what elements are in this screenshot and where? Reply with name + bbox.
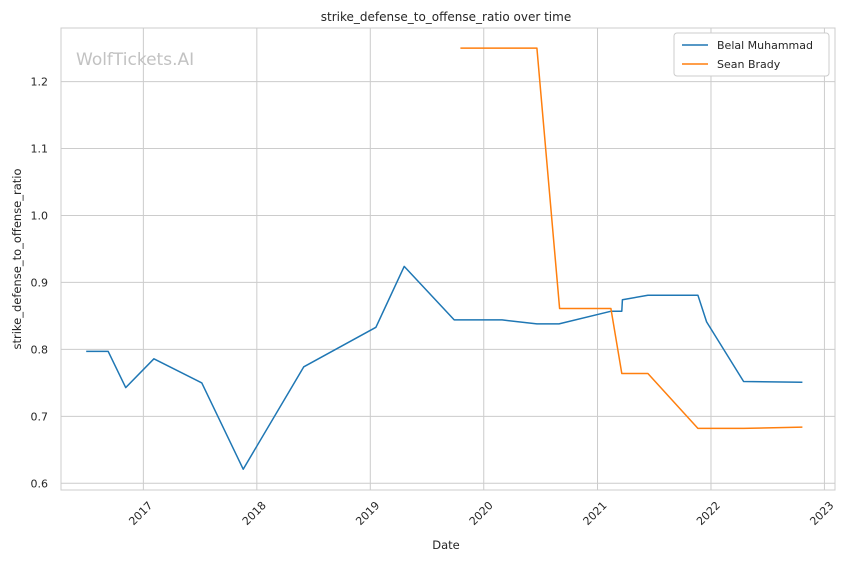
x-tick-label: 2022 xyxy=(694,499,723,528)
watermark: WolfTickets.AI xyxy=(76,50,194,70)
y-axis-title: strike_defense_to_offense_ratio xyxy=(10,168,24,349)
x-tick-label: 2020 xyxy=(467,499,496,528)
x-tick-label: 2021 xyxy=(581,499,610,528)
legend: Belal Muhammad Sean Brady xyxy=(673,32,830,77)
legend-label-sean-brady: Sean Brady xyxy=(717,58,781,71)
plot-area xyxy=(60,27,836,491)
series-lines xyxy=(86,47,803,470)
y-tick-label: 0.9 xyxy=(31,276,49,289)
series-line-sean-brady xyxy=(460,47,803,430)
series-line-belal-muhammad xyxy=(86,265,803,470)
x-tick-label: 2018 xyxy=(240,499,269,528)
x-tick-label: 2017 xyxy=(126,499,155,528)
legend-box xyxy=(673,32,830,77)
y-tick-label: 1.2 xyxy=(31,76,49,89)
gridlines xyxy=(61,28,835,490)
y-tick-label: 1.0 xyxy=(31,209,49,222)
x-tick-label: 2023 xyxy=(807,499,836,528)
chart-title: strike_defense_to_offense_ratio over tim… xyxy=(321,10,571,24)
y-tick-label: 0.8 xyxy=(31,343,49,356)
x-tick-label: 2019 xyxy=(353,499,382,528)
x-axis-title: Date xyxy=(432,538,460,552)
y-tick-label: 0.7 xyxy=(31,410,49,423)
y-tick-label: 1.1 xyxy=(31,143,49,156)
y-tick-label: 0.6 xyxy=(31,477,49,490)
legend-label-belal-muhammad: Belal Muhammad xyxy=(717,39,813,52)
